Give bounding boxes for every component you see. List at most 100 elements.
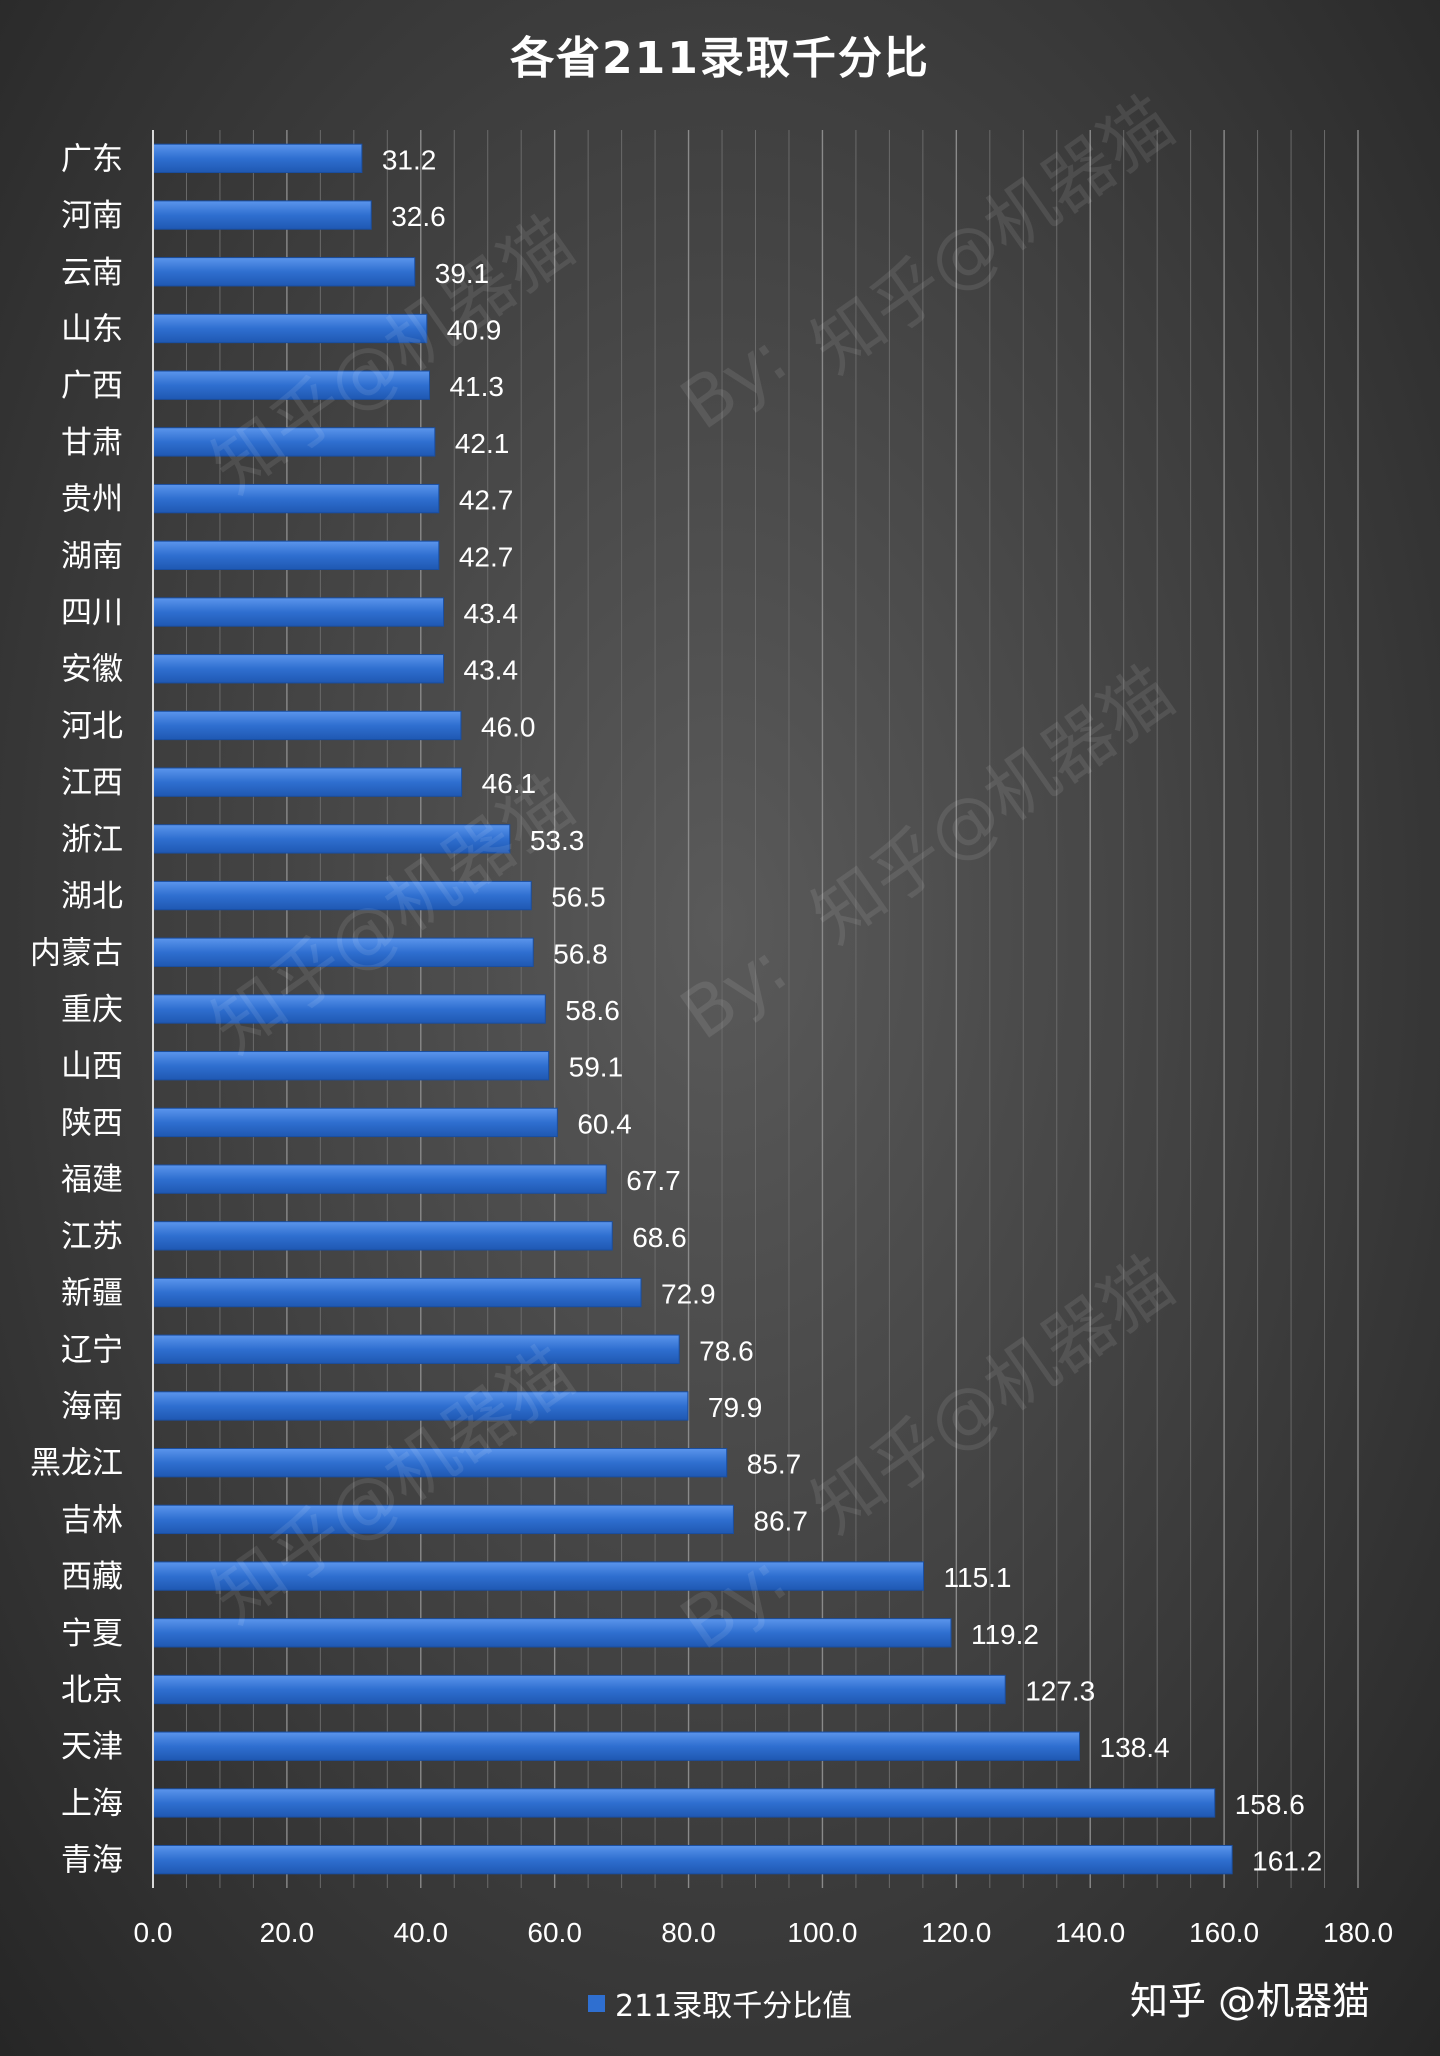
category-label: 青海 xyxy=(61,1843,123,1879)
bar xyxy=(152,427,436,457)
x-tick-label: 80.0 xyxy=(661,1917,716,1948)
data-label: 46.1 xyxy=(482,768,537,799)
x-tick-label: 160.0 xyxy=(1189,1917,1259,1948)
bar xyxy=(152,257,416,287)
data-label: 41.3 xyxy=(449,371,504,402)
bar xyxy=(152,200,372,230)
data-label: 86.7 xyxy=(753,1505,808,1536)
category-label: 上海 xyxy=(61,1786,123,1822)
bar xyxy=(152,1221,613,1251)
category-label: 广东 xyxy=(61,141,123,177)
x-tick-label: 180.0 xyxy=(1323,1917,1393,1948)
category-label: 宁夏 xyxy=(61,1616,123,1652)
category-label: 陕西 xyxy=(61,1105,123,1141)
category-label: 河南 xyxy=(61,198,123,234)
data-label: 78.6 xyxy=(699,1335,754,1366)
data-label: 42.1 xyxy=(455,428,510,459)
bar xyxy=(152,1164,607,1194)
legend-label: 211录取千分比值 xyxy=(615,1989,853,2024)
bar xyxy=(152,1504,734,1535)
data-label: 60.4 xyxy=(577,1108,632,1139)
legend-swatch xyxy=(588,1994,605,2012)
category-label: 福建 xyxy=(61,1162,123,1198)
category-label: 山东 xyxy=(61,311,123,347)
category-label: 山西 xyxy=(61,1049,123,1085)
data-label: 127.3 xyxy=(1025,1676,1095,1707)
category-label: 甘肃 xyxy=(61,425,123,461)
bar xyxy=(152,1277,642,1308)
category-label: 天津 xyxy=(61,1729,123,1765)
data-label: 39.1 xyxy=(435,258,490,289)
category-label: 湖南 xyxy=(61,538,123,574)
bar xyxy=(152,880,532,911)
bar xyxy=(152,1731,1081,1761)
category-label: 江苏 xyxy=(61,1219,123,1255)
x-tick-label: 100.0 xyxy=(787,1917,857,1948)
bar xyxy=(152,1448,728,1478)
data-label: 42.7 xyxy=(459,541,514,572)
bar xyxy=(152,824,511,854)
category-label: 安徽 xyxy=(61,652,123,688)
data-label: 40.9 xyxy=(447,314,502,345)
bar xyxy=(152,143,363,174)
x-tick-label: 20.0 xyxy=(260,1917,315,1948)
bar xyxy=(152,1674,1006,1705)
bar xyxy=(152,1107,558,1138)
bar xyxy=(152,1844,1233,1875)
x-tick-label: 40.0 xyxy=(394,1917,449,1948)
x-tick-label: 60.0 xyxy=(527,1917,582,1948)
bar xyxy=(152,597,445,627)
bar xyxy=(152,1561,925,1591)
category-label: 辽宁 xyxy=(61,1332,123,1368)
x-tick-label: 140.0 xyxy=(1055,1917,1125,1948)
data-label: 58.6 xyxy=(565,995,620,1026)
credit-watermark: 知乎 @机器猫 xyxy=(1130,1979,1371,2023)
bar xyxy=(152,994,546,1024)
bar xyxy=(152,540,440,570)
data-label: 46.0 xyxy=(481,711,536,742)
bar xyxy=(152,767,463,797)
category-label: 新疆 xyxy=(61,1276,123,1312)
bar xyxy=(152,1391,689,1421)
category-label: 贵州 xyxy=(61,482,123,518)
category-label: 北京 xyxy=(61,1673,123,1709)
bar xyxy=(152,483,440,514)
bar xyxy=(152,654,445,684)
bar xyxy=(152,313,428,344)
bar xyxy=(152,1334,680,1364)
category-label: 河北 xyxy=(61,708,123,744)
data-label: 68.6 xyxy=(632,1222,687,1253)
category-label: 西藏 xyxy=(61,1559,123,1595)
category-label: 内蒙古 xyxy=(30,935,123,971)
category-label: 湖北 xyxy=(61,879,123,915)
data-label: 59.1 xyxy=(569,1052,624,1083)
bar xyxy=(152,1618,952,1648)
data-label: 31.2 xyxy=(382,144,437,175)
x-tick-label: 0.0 xyxy=(134,1917,173,1948)
legend: 211录取千分比值 xyxy=(588,1983,853,2024)
data-label: 85.7 xyxy=(747,1449,802,1480)
data-label: 56.8 xyxy=(553,938,608,969)
data-label: 119.2 xyxy=(971,1619,1039,1650)
bars xyxy=(152,143,1233,1875)
category-label: 云南 xyxy=(61,255,123,291)
data-label: 161.2 xyxy=(1252,1846,1322,1877)
category-label: 四川 xyxy=(61,595,123,631)
bar xyxy=(152,937,534,967)
data-label: 43.4 xyxy=(464,655,519,686)
bar xyxy=(152,710,462,741)
category-label: 吉林 xyxy=(61,1502,123,1538)
data-label: 43.4 xyxy=(464,598,519,629)
category-label: 江西 xyxy=(61,765,123,801)
data-label: 53.3 xyxy=(530,825,585,856)
axes: 广东 31.2 河南 32.6 云南 39.1 山东 40.9 广西 41.3 甘肃 42.1 贵州 42… xyxy=(30,130,1393,1948)
category-label: 广西 xyxy=(61,368,123,404)
data-label: 67.7 xyxy=(626,1165,681,1196)
chart-title: 各省211录取千分比 xyxy=(510,33,930,84)
data-label: 158.6 xyxy=(1235,1789,1305,1820)
data-label: 72.9 xyxy=(661,1279,716,1310)
category-label: 重庆 xyxy=(61,992,123,1028)
x-tick-label: 120.0 xyxy=(921,1917,991,1948)
data-label: 56.5 xyxy=(551,882,606,913)
